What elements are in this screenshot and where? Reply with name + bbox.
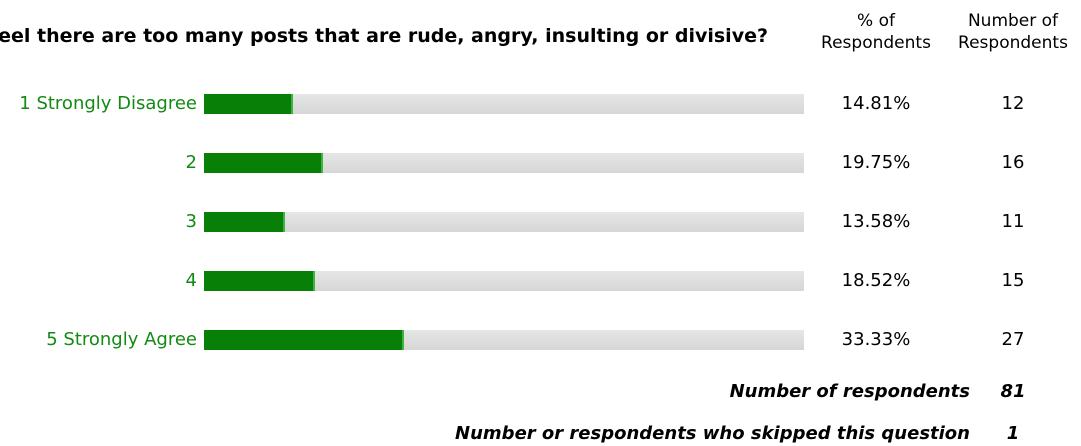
count-value: 11 <box>1001 211 1025 232</box>
respondents-label: Number of respondents <box>729 381 970 402</box>
bar-track <box>204 271 804 291</box>
question-title: Do you feel there are too many posts tha… <box>0 24 810 52</box>
row-label: 4 <box>185 270 197 291</box>
percent-header-line-1: % of <box>857 11 895 31</box>
bar <box>204 212 285 232</box>
question-text: Do you feel there are too many posts tha… <box>0 25 768 47</box>
count-value: 12 <box>1001 93 1025 114</box>
percent-value: 13.58% <box>841 211 911 232</box>
percent-header-line-2: Respondents <box>821 33 931 53</box>
skipped-value: 1 <box>1006 423 1020 444</box>
percent-value: 33.33% <box>841 329 911 350</box>
count-value: 16 <box>1001 152 1025 173</box>
count-value: 15 <box>1001 270 1025 291</box>
bar-track <box>204 153 804 173</box>
count-header-line-1: Number of <box>967 11 1059 31</box>
percent-value: 18.52% <box>841 270 911 291</box>
skipped-label: Number or respondents who skipped this q… <box>455 423 970 444</box>
count-header-line-2: Respondents <box>958 33 1068 53</box>
bar <box>204 153 323 173</box>
row-label: 2 <box>185 152 197 173</box>
bar-track <box>204 330 804 350</box>
bar <box>204 271 315 291</box>
percent-column-header: % of Respondents <box>811 10 941 54</box>
bar-track <box>204 212 804 232</box>
row-label: 3 <box>185 211 197 232</box>
bar-track <box>204 94 804 114</box>
respondents-value: 81 <box>1000 381 1026 402</box>
row-label: 1 Strongly Disagree <box>19 93 197 114</box>
count-value: 27 <box>1001 329 1025 350</box>
row-label: 5 Strongly Agree <box>46 329 197 350</box>
percent-value: 14.81% <box>841 93 911 114</box>
count-column-header: Number of Respondents <box>946 10 1080 54</box>
percent-value: 19.75% <box>841 152 911 173</box>
bar <box>204 94 293 114</box>
bar <box>204 330 404 350</box>
